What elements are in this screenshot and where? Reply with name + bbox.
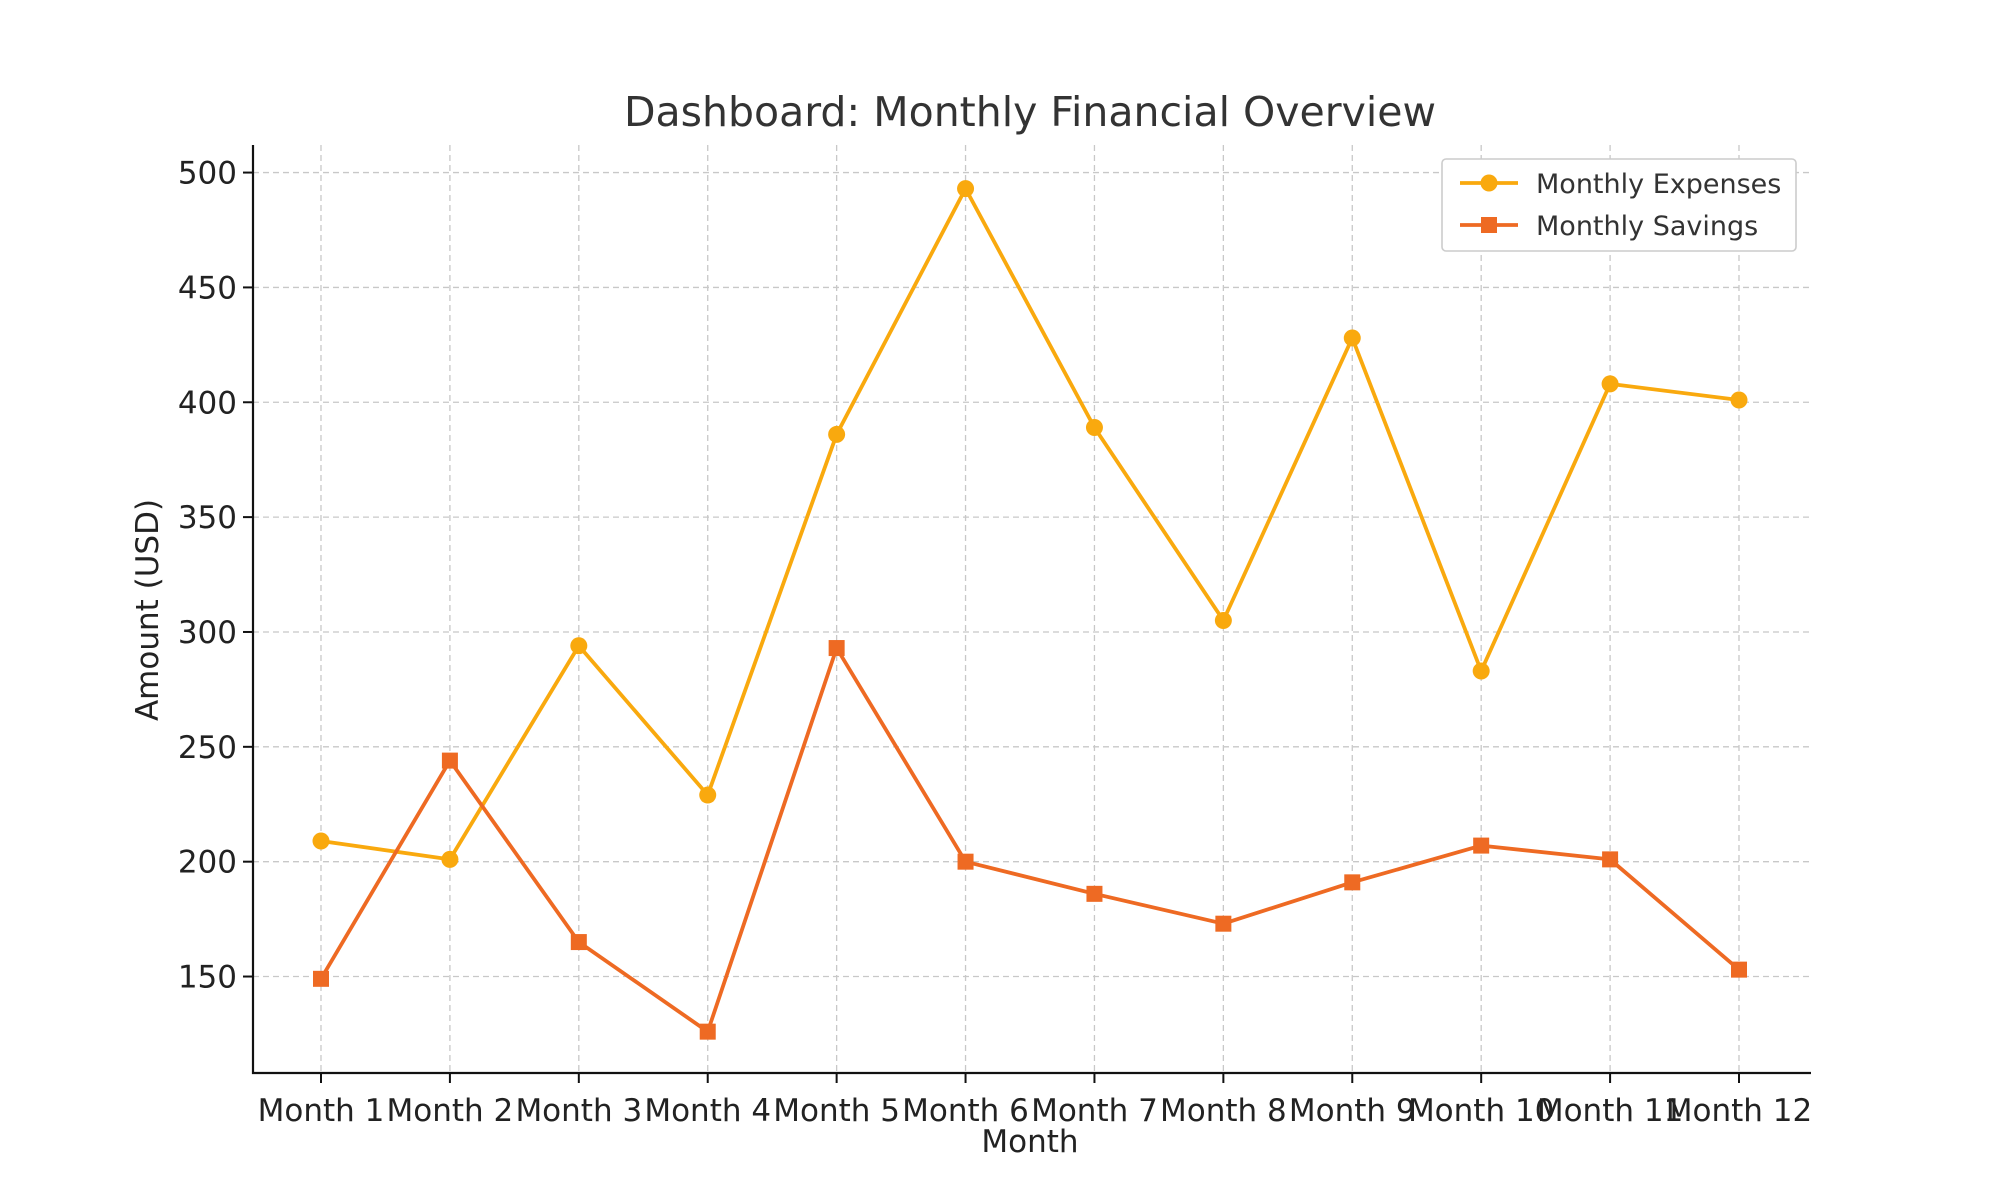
y-tick-label: 450 [178, 270, 237, 306]
legend-frame [1441, 158, 1797, 252]
data-point-square [441, 752, 458, 769]
data-point-square [699, 1023, 716, 1040]
x-tick-label: Month 11 [1537, 1093, 1683, 1129]
x-tick-label: Month 7 [1031, 1093, 1158, 1129]
x-tick-label: Month 8 [1160, 1093, 1287, 1129]
x-axis-label: Month [981, 1124, 1078, 1160]
axis-spines [251, 145, 1811, 1075]
y-tick-label: 350 [178, 500, 237, 536]
data-point-square [1731, 961, 1747, 978]
data-point-square [1473, 837, 1490, 854]
data-point-square [570, 934, 587, 951]
x-tick-label: Month 10 [1408, 1093, 1554, 1129]
chart-title: Dashboard: Monthly Financial Overview [624, 88, 1436, 136]
data-point-circle [828, 425, 846, 443]
x-tick-label: Month 6 [902, 1093, 1029, 1129]
x-tick-label: Month 2 [387, 1093, 514, 1129]
data-point-circle [1601, 375, 1619, 393]
grid-layer [253, 145, 1811, 1073]
data-point-square [1215, 915, 1232, 932]
data-point-circle [957, 180, 975, 198]
x-tick-label: Month 4 [644, 1093, 771, 1129]
x-axis-ticks: Month 1 Month 2 Month 3 Month 4 Month 5 Month… [258, 1073, 1812, 1129]
y-tick-label: 250 [178, 730, 237, 766]
data-point-circle [699, 786, 717, 804]
legend-items: Monthly Expenses Monthly Savings [1460, 169, 1781, 242]
x-tick-label: Month 5 [773, 1093, 900, 1129]
data-point-circle [1214, 611, 1232, 629]
data-point-square [1086, 885, 1103, 902]
legend-label: Monthly Expenses [1536, 169, 1781, 200]
data-point-square [828, 640, 845, 657]
data-point-circle [312, 832, 330, 850]
data-point-square [1344, 874, 1361, 891]
data-point-circle [1730, 391, 1748, 409]
data-point-circle [1480, 174, 1498, 192]
y-tick-label: 200 [178, 845, 237, 881]
series-monthly-expenses [312, 180, 1748, 868]
data-point-square [1602, 851, 1619, 868]
data-point-circle [1343, 329, 1361, 347]
y-tick-label: 400 [178, 385, 237, 421]
data-point-square [1481, 217, 1497, 233]
legend-label: Monthly Savings [1536, 211, 1758, 242]
data-point-circle [1472, 662, 1490, 680]
x-tick-label: Month 1 [258, 1093, 385, 1129]
y-tick-label: 300 [178, 615, 237, 651]
y-tick-label: 150 [178, 960, 237, 996]
x-tick-label: Month 3 [515, 1093, 642, 1129]
data-point-square [313, 970, 329, 987]
series-line [320, 186, 1740, 862]
series-line [319, 646, 1741, 1034]
y-tick-label: 500 [178, 156, 237, 192]
series-layer [312, 180, 1748, 1040]
data-point-circle [1085, 419, 1103, 437]
x-tick-label: Month 12 [1666, 1093, 1812, 1129]
y-axis-label: Amount (USD) [130, 499, 166, 721]
x-tick-label: Month 9 [1289, 1093, 1416, 1129]
y-axis-ticks: 150 200 250 300 350 400 450 500 [178, 156, 253, 996]
legend: Monthly Expenses Monthly Savings [1441, 158, 1797, 252]
data-point-square [957, 853, 974, 870]
data-point-circle [441, 850, 459, 868]
data-point-circle [570, 637, 588, 655]
series-monthly-savings [313, 640, 1747, 1040]
